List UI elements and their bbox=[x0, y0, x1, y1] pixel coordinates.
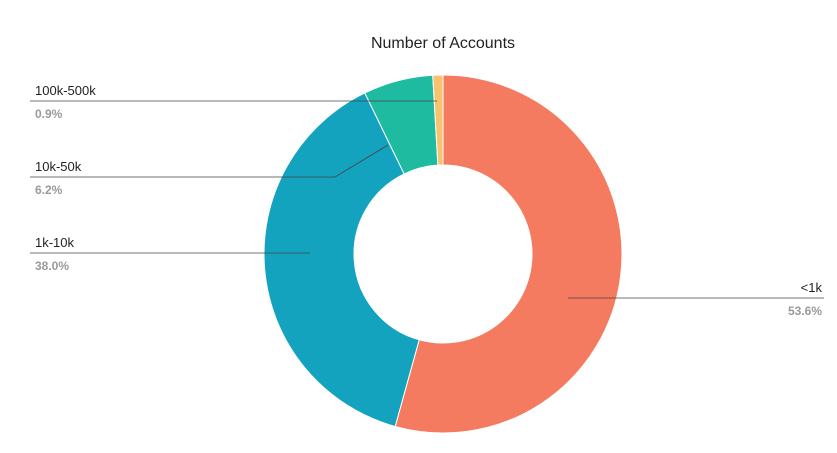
slice-1k-10k[interactable] bbox=[263, 92, 420, 428]
slice-value-1k-10k: 38.0% bbox=[35, 259, 69, 273]
slice-100k-500k[interactable] bbox=[432, 74, 444, 166]
chart-title: Number of Accounts bbox=[371, 35, 515, 52]
leader-line-10k-50k bbox=[30, 144, 389, 178]
slice-label-100k-500k: 100k-500k bbox=[35, 83, 96, 98]
slice-label-1k-10k: 1k-10k bbox=[35, 235, 75, 250]
slices-group bbox=[263, 74, 623, 434]
slice-lt-1k[interactable] bbox=[394, 74, 623, 434]
slice-value-lt-1k: 53.6% bbox=[788, 304, 822, 318]
slice-label-10k-50k: 10k-50k bbox=[35, 159, 82, 174]
labels-group: <1k 53.6% 1k-10k 38.0% 10k-50k 6.2% 100k-500k 0… bbox=[30, 83, 824, 318]
slice-value-10k-50k: 6.2% bbox=[35, 183, 63, 197]
slice-value-100k-500k: 0.9% bbox=[35, 107, 63, 121]
slice-label-lt-1k: <1k bbox=[801, 280, 823, 295]
